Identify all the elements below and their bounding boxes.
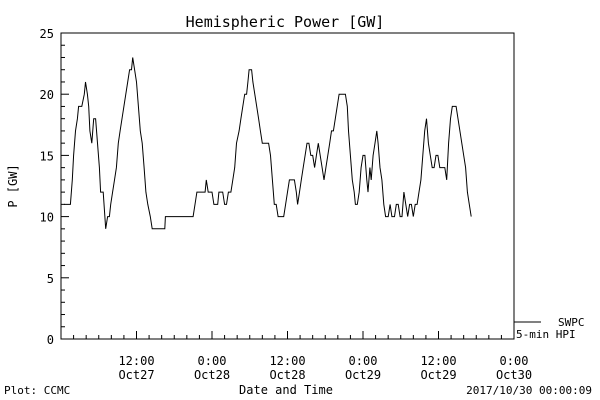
footer-plot-credit: Plot: CCMC	[4, 384, 70, 397]
y-tick-label: 10	[40, 211, 54, 225]
y-axis: 0 5 10 15 20 25	[40, 27, 69, 347]
y-tick-label: 0	[47, 333, 54, 347]
legend: SWPC 5-min HPI	[514, 316, 585, 341]
x-axis: 12:00Oct270:00Oct2812:00Oct280:00Oct2912…	[60, 331, 532, 382]
x-tick-label-date: Oct29	[420, 368, 456, 382]
x-tick-label-time: 0:00	[198, 354, 227, 368]
plot-frame	[60, 32, 515, 340]
x-tick-label-time: 0:00	[500, 354, 529, 368]
y-tick-label: 25	[40, 27, 54, 41]
y-tick-label: 15	[40, 149, 54, 163]
series-line-swpc	[64, 57, 472, 230]
legend-label-5min-hpi: 5-min HPI	[516, 328, 576, 341]
x-tick-label-time: 12:00	[420, 354, 456, 368]
y-tick-label: 5	[47, 272, 54, 286]
x-tick-label-date: Oct28	[269, 368, 305, 382]
x-tick-label-date: Oct29	[345, 368, 381, 382]
x-tick-label-time: 12:00	[118, 354, 154, 368]
chart-title: Hemispheric Power [GW]	[186, 13, 385, 31]
legend-label-swpc: SWPC	[558, 316, 585, 329]
footer-timestamp: 2017/10/30 00:00:09	[466, 384, 592, 397]
y-axis-title: P [GW]	[6, 164, 20, 207]
x-tick-label-time: 0:00	[349, 354, 378, 368]
x-tick-label-time: 12:00	[269, 354, 305, 368]
x-tick-label-date: Oct28	[194, 368, 230, 382]
y-tick-label: 20	[40, 88, 54, 102]
x-tick-label-date: Oct30	[496, 368, 532, 382]
x-axis-title: Date and Time	[239, 383, 333, 397]
x-tick-label-date: Oct27	[118, 368, 154, 382]
